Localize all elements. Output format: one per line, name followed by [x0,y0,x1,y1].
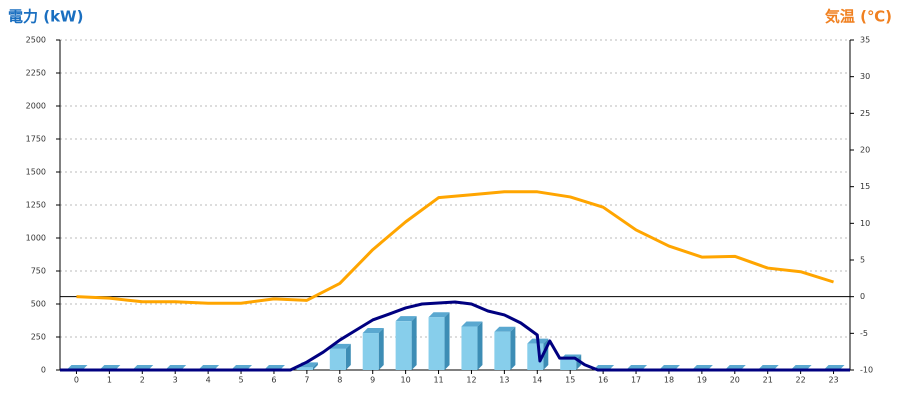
y-tick-label: 0 [41,366,46,375]
y-tick-label: 750 [31,267,46,276]
bar-face [312,362,318,370]
y2-tick-label: -10 [860,366,873,375]
y2-tick-label: 15 [860,182,870,191]
bar [395,316,417,370]
bar-face [477,321,483,370]
bar-face [494,326,516,332]
x-tick-label: 0 [74,376,79,385]
y2-tick-label: 0 [860,292,865,301]
y2-axis-title: 気温 (℃) [825,8,892,26]
x-tick-label: 4 [206,376,211,385]
bar-face [362,328,384,334]
y-tick-label: 1000 [26,234,46,243]
x-tick-label: 16 [598,376,608,385]
x-tick-label: 6 [271,376,276,385]
y-tick-label: 1750 [26,135,46,144]
x-tick-label: 14 [532,376,542,385]
bar-face [428,312,450,318]
bar-face [411,316,417,370]
y2-tick-label: 25 [860,109,870,118]
x-tick-label: 13 [499,376,509,385]
x-tick-label: 18 [664,376,674,385]
y2-tick-label: 5 [860,256,865,265]
x-tick-label: 7 [304,376,309,385]
x-tick-label: 21 [763,376,773,385]
bar-face [395,321,412,370]
x-tick-label: 9 [370,376,375,385]
y2-tick-label: -5 [860,329,868,338]
x-tick-label: 15 [565,376,575,385]
y-tick-label: 250 [31,333,46,342]
x-tick-label: 12 [466,376,476,385]
bar-face [494,331,511,370]
bar [494,326,516,370]
y-tick-label: 2500 [26,36,46,45]
bar [428,312,450,370]
y-tick-label: 2000 [26,102,46,111]
x-tick-label: 8 [337,376,342,385]
y-axis-title: 電力 (kW) [8,8,83,26]
line [60,300,850,372]
y2-tick-label: 35 [860,36,870,45]
line [76,190,834,305]
y-tick-label: 1250 [26,201,46,210]
bar [329,343,351,370]
bar [362,328,384,370]
x-tick-label: 11 [433,376,443,385]
y-tick-label: 1500 [26,168,46,177]
bar-face [329,348,346,370]
y2-tick-label: 10 [860,219,870,228]
x-tick-label: 1 [107,376,112,385]
x-tick-label: 5 [238,376,243,385]
bar-face [345,343,351,370]
x-tick-label: 22 [796,376,806,385]
y-tick-label: 500 [31,300,46,309]
x-tick-label: 20 [730,376,740,385]
bar-face [362,333,379,370]
bar-face [444,312,450,370]
bar-face [461,321,483,327]
bar-face [461,326,478,370]
x-tick-label: 19 [697,376,707,385]
bar-face [560,359,577,370]
x-tick-label: 3 [173,376,178,385]
bar-face [395,316,417,322]
x-tick-label: 2 [140,376,145,385]
y-tick-label: 2250 [26,69,46,78]
bar-face [296,367,313,370]
x-tick-label: 23 [828,376,838,385]
bar-face [378,328,384,370]
bar [461,321,483,370]
y2-tick-label: 20 [860,146,870,155]
x-tick-label: 10 [401,376,411,385]
bar-face [428,317,445,370]
y2-tick-label: 30 [860,72,870,81]
x-tick-label: 17 [631,376,641,385]
bar-face [510,326,516,370]
